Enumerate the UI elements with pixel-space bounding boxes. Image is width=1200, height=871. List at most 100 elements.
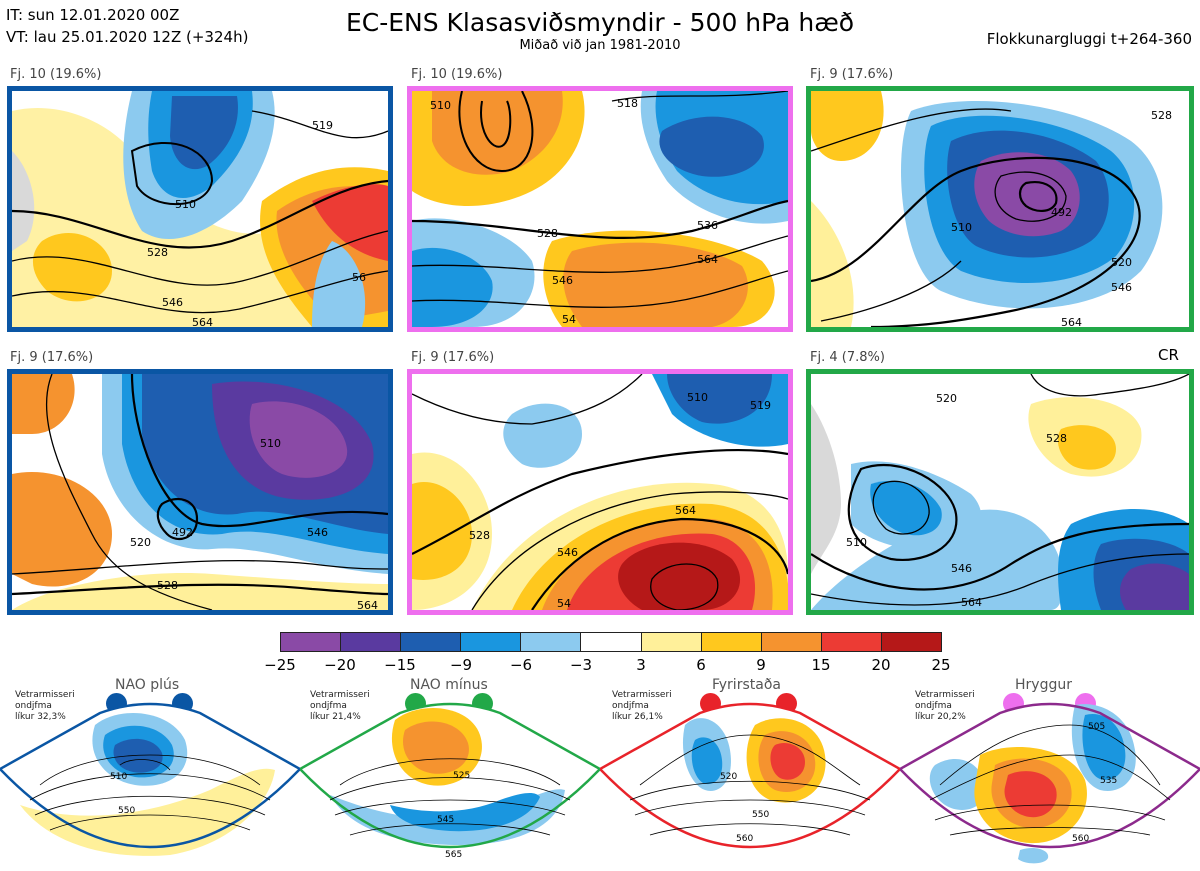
- colorbar-swatch: [821, 633, 882, 651]
- regime-1-note: Vetrarmisseri ondjfma líkur 32,3%: [15, 690, 75, 722]
- colorbar-tick: −9: [449, 656, 473, 674]
- colorbar-swatch: [281, 633, 342, 651]
- regime-3-contour: 560: [736, 834, 753, 844]
- contour-label: 564: [675, 504, 696, 517]
- contour-label: 510: [430, 99, 451, 112]
- colorbar-swatch: [341, 633, 402, 651]
- contour-label: 520: [936, 392, 957, 405]
- regime-4-map: 505 535 560: [900, 702, 1200, 864]
- regime-2-map: 525 545 565: [300, 702, 600, 860]
- colorbar-tick: −25: [264, 656, 296, 674]
- regime-2-contour: 525: [453, 771, 470, 781]
- regime-2-note: Vetrarmisseri ondjfma líkur 21,4%: [310, 690, 370, 722]
- panel-1-label: Fj. 10 (19.6%): [10, 67, 102, 82]
- regime-2-contour: 565: [445, 850, 462, 860]
- regime-4-contour: 505: [1088, 722, 1105, 732]
- header-info: IT: sun 12.01.2020 00Z VT: lau 25.01.202…: [6, 4, 248, 48]
- contour-label: 528: [469, 529, 490, 542]
- panel-2-label: Fj. 10 (19.6%): [411, 67, 503, 82]
- colorbar-tick: −3: [569, 656, 593, 674]
- colorbar-swatch: [581, 633, 642, 651]
- contour-label: 528: [1151, 109, 1172, 122]
- panel-5-label: Fj. 9 (17.6%): [411, 350, 495, 365]
- contour-label: 546: [307, 526, 328, 539]
- cluster-map-4-field: 492 510 520 528 546 564: [12, 374, 388, 610]
- contour-label: 546: [552, 274, 573, 287]
- contour-label: 528: [537, 227, 558, 240]
- colorbar: [280, 632, 942, 652]
- regime-3-title: Fyrirstaða: [712, 677, 781, 693]
- cluster-map-2: 510 518 528 536 546 564 54: [407, 86, 793, 332]
- contour-label: 510: [846, 536, 867, 549]
- regime-4-contour: 535: [1100, 776, 1117, 786]
- regime-3-map: 520 550 560: [600, 702, 900, 849]
- cluster-map-1-field: 510 519 528 546 564 56: [12, 91, 388, 327]
- colorbar-swatch: [461, 633, 522, 651]
- colorbar-tick: 20: [871, 656, 891, 674]
- colorbar-swatch: [761, 633, 822, 651]
- panel-6-label: Fj. 4 (7.8%): [810, 350, 885, 365]
- contour-label: 528: [1046, 432, 1067, 445]
- contour-label: 564: [697, 253, 718, 266]
- colorbar-tick: 6: [696, 656, 706, 674]
- cluster-map-2-field: 510 518 528 536 546 564 54: [412, 91, 788, 327]
- contour-label: 564: [961, 596, 982, 609]
- contour-label: 564: [357, 599, 378, 610]
- cluster-map-6-field: 510 520 528 546 564: [811, 374, 1189, 610]
- colorbar-swatch: [521, 633, 582, 651]
- contour-label: 492: [1051, 206, 1072, 219]
- contour-label: 546: [1111, 281, 1132, 294]
- contour-label: 528: [147, 246, 168, 259]
- page-subtitle: Miðað við jan 1981-2010: [519, 38, 681, 53]
- regime-3-note: Vetrarmisseri ondjfma líkur 26,1%: [612, 690, 672, 722]
- colorbar-swatch: [641, 633, 702, 651]
- cluster-map-3-field: 492 510 520 528 546 564: [811, 91, 1189, 327]
- colorbar-tick: −15: [384, 656, 416, 674]
- contour-label: 510: [687, 391, 708, 404]
- colorbar-tick: 15: [811, 656, 831, 674]
- contour-label: 518: [617, 97, 638, 110]
- contour-label: 546: [951, 562, 972, 575]
- contour-label: 519: [750, 399, 771, 412]
- contour-label: 520: [1111, 256, 1132, 269]
- cluster-map-5-field: 510 519 528 546 564 54: [412, 374, 788, 610]
- contour-label: 56: [352, 271, 366, 284]
- regime-4-contour: 560: [1072, 834, 1089, 844]
- colorbar-tick: 3: [636, 656, 646, 674]
- cluster-map-6: 510 520 528 546 564: [806, 369, 1194, 615]
- contour-label: 519: [312, 119, 333, 132]
- contour-label: 536: [697, 219, 718, 232]
- regime-1-title: NAO plús: [115, 677, 180, 693]
- contour-label: 564: [1061, 316, 1082, 327]
- regime-1-map: 510 550: [0, 702, 300, 856]
- contour-label: 546: [557, 546, 578, 559]
- colorbar-swatch: [701, 633, 762, 651]
- regime-3-contour: 520: [720, 772, 737, 782]
- contour-label: 54: [562, 313, 576, 326]
- cluster-map-4: 492 510 520 528 546 564: [7, 369, 393, 615]
- contour-label: 564: [192, 316, 213, 327]
- regime-1-contour: 550: [118, 806, 135, 816]
- colorbar-tick: 25: [931, 656, 951, 674]
- panel-3-label: Fj. 9 (17.6%): [810, 67, 894, 82]
- colorbar-tick: −6: [509, 656, 533, 674]
- cluster-map-1: 510 519 528 546 564 56: [7, 86, 393, 332]
- contour-label: 520: [130, 536, 151, 549]
- classification-window: Flokkunargluggi t+264-360: [986, 30, 1192, 48]
- regime-4-title: Hryggur: [1015, 677, 1072, 693]
- contour-label: 510: [175, 198, 196, 211]
- regime-4-note: Vetrarmisseri ondjfma líkur 20,2%: [915, 690, 975, 722]
- colorbar-tick: −20: [324, 656, 356, 674]
- initial-time: IT: sun 12.01.2020 00Z: [6, 6, 180, 24]
- contour-label: 54: [557, 597, 571, 610]
- contour-label: 510: [951, 221, 972, 234]
- contour-label: 492: [172, 526, 193, 539]
- cluster-map-3: 492 510 520 528 546 564: [806, 86, 1194, 332]
- contour-label: 510: [260, 437, 281, 450]
- regime-2-title: NAO mínus: [410, 677, 488, 693]
- colorbar-tick: 9: [756, 656, 766, 674]
- panel-4-label: Fj. 9 (17.6%): [10, 350, 94, 365]
- regime-3-contour: 550: [752, 810, 769, 820]
- contour-label: 528: [157, 579, 178, 592]
- regime-2-contour: 545: [437, 815, 454, 825]
